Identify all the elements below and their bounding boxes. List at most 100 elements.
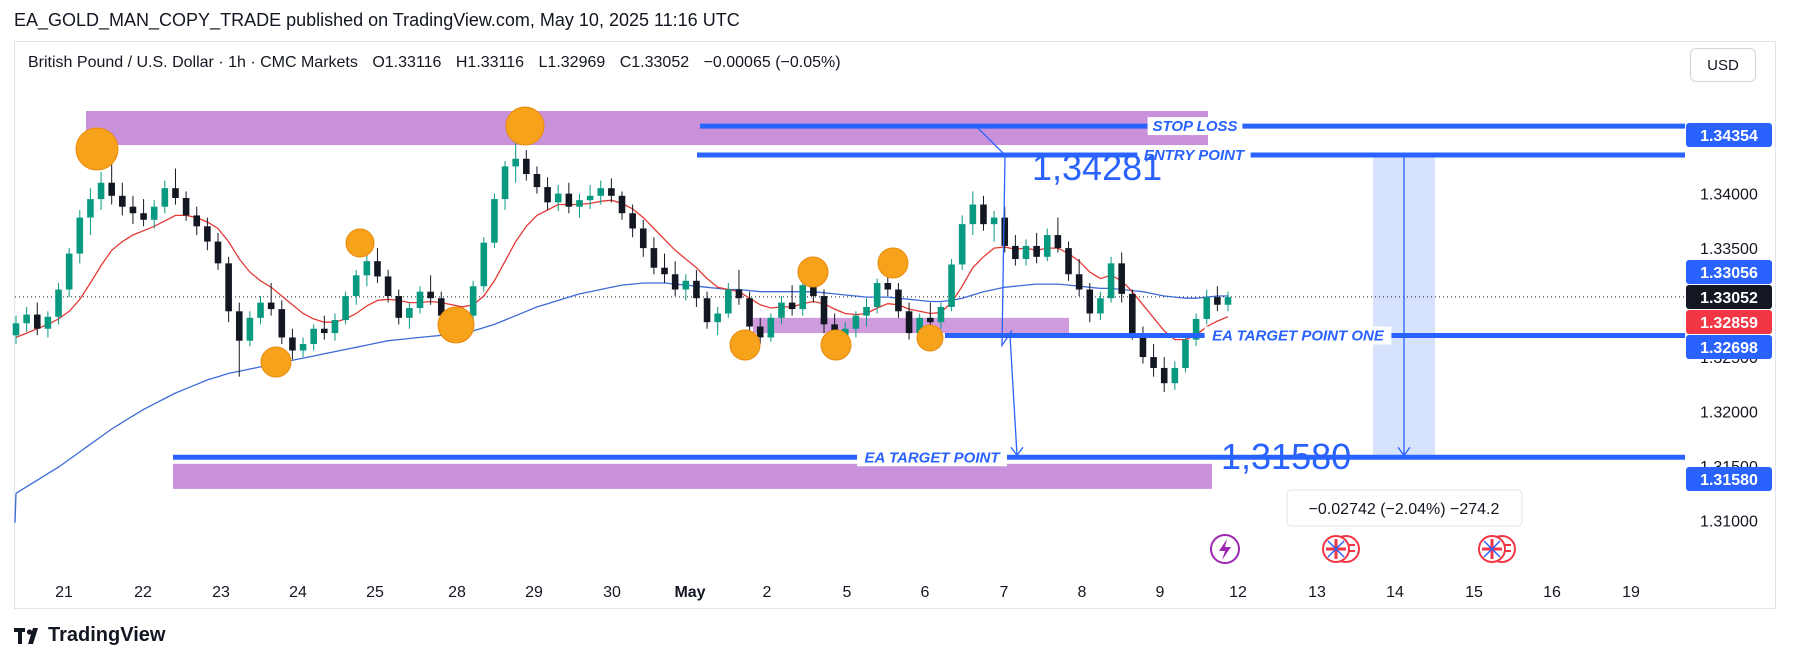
x-tick-label: 24: [289, 584, 307, 601]
candle-body: [427, 291, 434, 299]
candle: [1182, 333, 1189, 373]
candle-body: [406, 308, 413, 318]
candle: [406, 302, 413, 329]
candle-body: [1118, 263, 1125, 294]
candle: [905, 302, 913, 340]
candle: [693, 269, 700, 307]
open-value: O1.33116: [372, 54, 442, 71]
candle-body: [703, 298, 711, 323]
change-value: −0.00065 (−0.05%): [703, 54, 841, 71]
candle: [927, 302, 934, 329]
candle: [937, 302, 945, 329]
candle: [416, 286, 424, 314]
candle: [1075, 259, 1083, 297]
x-tick-label: 8: [1078, 584, 1087, 601]
candle: [1160, 357, 1168, 392]
candle-body: [969, 204, 977, 225]
candle-body: [172, 188, 179, 198]
measure-box: [1286, 489, 1523, 527]
candle-body: [225, 263, 232, 312]
candle-body: [916, 317, 923, 334]
price-tag: [1686, 310, 1772, 334]
candle: [278, 300, 286, 344]
price-tag-label: 1.33052: [1700, 290, 1758, 307]
low-value: L1.32969: [538, 54, 606, 71]
candle-body: [44, 316, 52, 329]
candle-body: [129, 206, 137, 214]
price-tag: [1686, 467, 1772, 491]
candle-body: [1033, 245, 1040, 257]
price-tag: [1686, 123, 1772, 147]
candle: [1192, 313, 1200, 347]
tradingview-icon: [14, 627, 38, 644]
x-tick-label: 14: [1386, 584, 1404, 601]
candle: [193, 206, 201, 236]
symbol-name[interactable]: British Pound / U.S. Dollar · 1h · CMC M…: [28, 54, 358, 71]
candle: [1118, 252, 1125, 303]
candle-body: [958, 224, 966, 265]
price-tag: [1686, 335, 1772, 359]
candle: [523, 150, 530, 181]
candles-layer: [12, 141, 1232, 392]
candle-body: [671, 274, 679, 290]
candle: [608, 178, 615, 203]
candle-body: [990, 217, 998, 225]
x-tick-label: 16: [1543, 584, 1561, 601]
candle: [1097, 291, 1104, 321]
candle-body: [1139, 333, 1147, 358]
candle-body: [799, 285, 807, 310]
candle-body: [810, 285, 817, 297]
candle: [820, 289, 828, 334]
price-tag-label: 1.33056: [1700, 265, 1758, 282]
candle: [565, 182, 573, 214]
candle-body: [714, 313, 721, 323]
candle: [980, 195, 987, 231]
ma-blue-extension: [14, 493, 17, 523]
candle: [321, 315, 328, 340]
candle-body: [1160, 367, 1168, 384]
axes-layer: 21 22 23 24 25 28 29 30 May 2 5 6 7 8 9 12 13 14 15 16 191.3…: [55, 123, 1772, 601]
currency-button[interactable]: USD: [1690, 48, 1756, 82]
candle: [235, 302, 243, 377]
x-tick-label: 12: [1229, 584, 1247, 601]
candle: [310, 324, 317, 351]
candle: [533, 166, 541, 194]
swing-marker: [820, 329, 852, 361]
stop-loss-label: STOP LOSS: [1152, 118, 1237, 135]
measure-label: −0.02742 (−2.04%) −274.2: [1309, 501, 1500, 518]
candle-body: [895, 289, 902, 312]
candle-body: [193, 215, 201, 227]
candle-body: [905, 311, 913, 334]
candle: [1022, 239, 1030, 266]
tradingview-logo[interactable]: TradingView: [14, 624, 165, 647]
flag-diag: [1327, 540, 1345, 558]
candle-body: [384, 276, 392, 297]
candle-body: [321, 328, 328, 334]
symbol-legend: British Pound / U.S. Dollar · 1h · CMC M…: [28, 54, 851, 72]
candle-body: [1171, 367, 1179, 384]
ea-target-label-bg: [857, 448, 1007, 467]
candle-body: [980, 204, 987, 225]
candle-body: [1214, 297, 1221, 305]
target-zone: [173, 463, 1212, 489]
candle-body: [108, 182, 115, 196]
candle-body: [1203, 297, 1211, 319]
price-tag-label: 1.32859: [1700, 315, 1758, 332]
ma-blue-line: [15, 282, 1228, 494]
candle-body: [119, 195, 126, 207]
candle: [1054, 217, 1062, 253]
candle: [1129, 289, 1136, 340]
candle-body: [1012, 245, 1019, 259]
candle-body: [491, 199, 498, 243]
candle-body: [1097, 298, 1104, 314]
x-tick-label: 2: [763, 584, 772, 601]
candle: [895, 282, 902, 318]
ea-target-one-label: EA TARGET POINT ONE: [1212, 327, 1385, 344]
x-tick-label: 7: [1000, 584, 1009, 601]
candle-body: [235, 311, 243, 341]
candle: [182, 191, 190, 221]
swing-marker: [505, 106, 545, 146]
candle: [267, 282, 275, 316]
candle: [852, 311, 860, 338]
